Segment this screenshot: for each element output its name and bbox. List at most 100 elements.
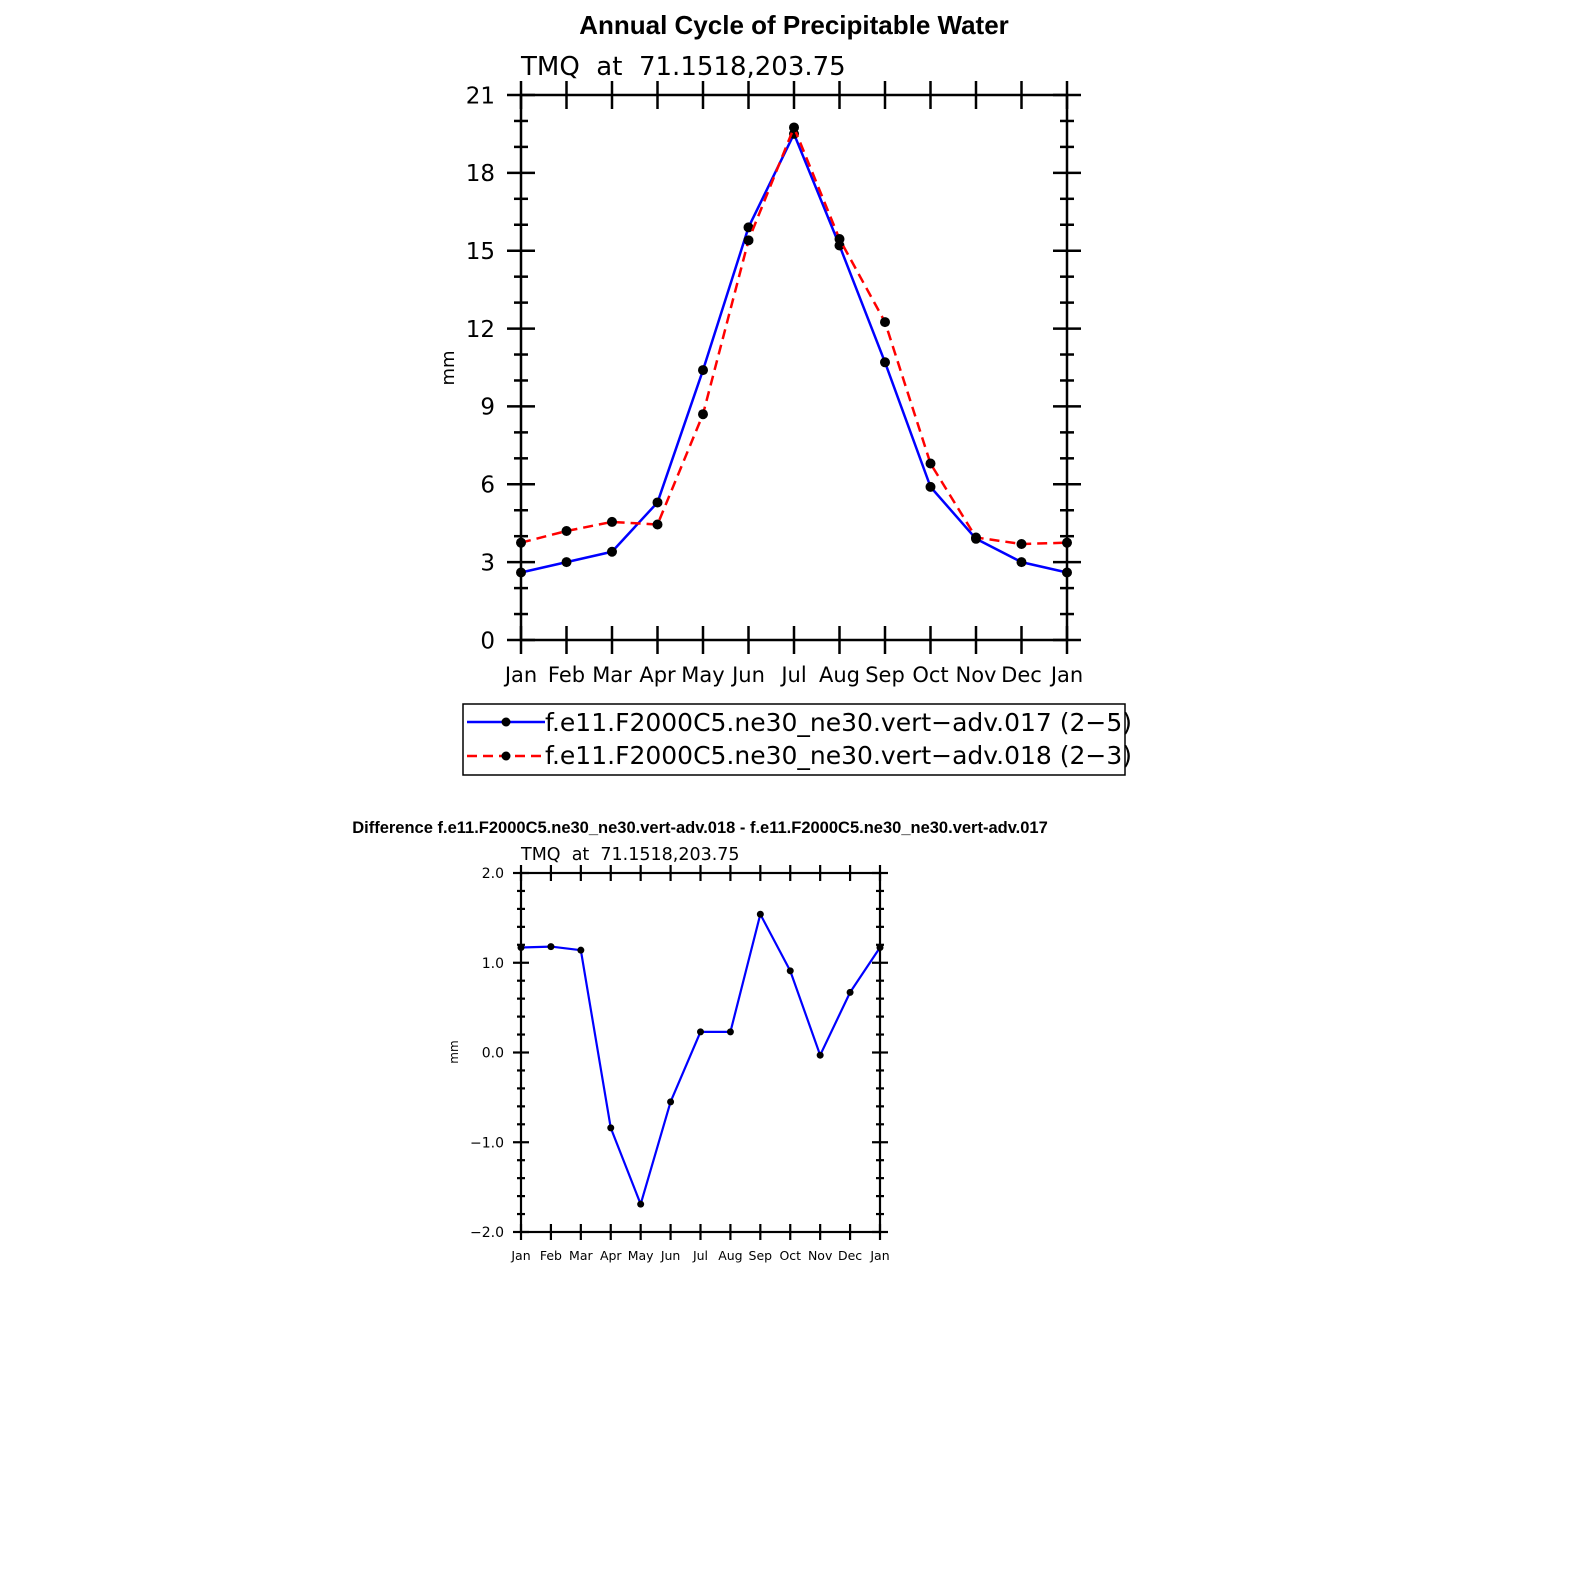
x-tick-label: Nov	[956, 663, 997, 687]
series-1-point	[547, 943, 555, 951]
x-tick-label: Sep	[749, 1248, 773, 1263]
series-1-point	[637, 1200, 645, 1208]
series-1-point	[607, 546, 617, 557]
x-tick-label: Jun	[730, 663, 765, 687]
difference-y-axis-label: mm	[447, 1040, 461, 1063]
series-1-point	[880, 357, 890, 368]
series-2-point	[1016, 538, 1027, 549]
series-2-point	[561, 526, 572, 536]
series-1-point	[1062, 567, 1072, 578]
series-1-line	[520, 132, 1068, 574]
series-2-point	[652, 519, 663, 530]
series-1-point	[756, 910, 764, 918]
x-tick-label: Oct	[779, 1248, 801, 1263]
difference-chart-subtitle: TMQ at 71.1518,203.75	[520, 845, 740, 865]
series-1-point	[925, 481, 936, 492]
x-tick-label: Jun	[660, 1248, 681, 1263]
series-2-point	[607, 516, 617, 527]
annual-cycle-chart: Annual Cycle of Precipitable Water TMQ a…	[438, 10, 1132, 776]
plot-border	[519, 93, 1069, 642]
series-1-line	[520, 913, 881, 1206]
legend-label-series-2: f.e11.F2000C5.ne30_ne30.vert−adv.018 (2−…	[545, 741, 1132, 770]
series-1-point	[743, 222, 754, 233]
x-tick-label: Dec	[1001, 663, 1042, 687]
series-1-point	[846, 988, 854, 996]
y-tick-labels: 0 3 6 9 12 15 18 21	[466, 83, 495, 654]
series-1-point	[607, 1124, 615, 1132]
series-1-point	[561, 557, 572, 568]
y-tick-label: −2.0	[470, 1225, 504, 1241]
x-tick-label: Jan	[503, 663, 537, 687]
y-tick-label: 21	[466, 83, 495, 109]
legend-marker-series-1	[501, 717, 511, 727]
series-2-point	[1062, 537, 1072, 548]
series-1-point	[698, 365, 708, 376]
series-2-line	[520, 126, 1068, 546]
series-1-point	[726, 1028, 734, 1036]
x-tick-label: Apr	[600, 1248, 622, 1263]
plot-border	[519, 871, 882, 1234]
series-1-point	[577, 946, 585, 954]
y-tick-label: 15	[466, 239, 495, 265]
series-2-point	[971, 532, 981, 543]
x-tick-labels: Jan Feb Mar Apr May Jun Jul Aug Sep Oct Nov Dec Jan	[503, 663, 1083, 687]
y-axis-label: mm	[438, 350, 459, 385]
plot-frame	[507, 81, 1081, 654]
series-1-point	[652, 497, 663, 508]
x-tick-label: Mar	[569, 1248, 593, 1263]
y-tick-label: 6	[480, 473, 495, 499]
x-tick-label: Dec	[838, 1248, 862, 1263]
difference-chart-title: Difference f.e11.F2000C5.ne30_ne30.vert-…	[352, 819, 1048, 837]
series-1-point	[786, 967, 794, 975]
legend-box	[462, 703, 1126, 776]
x-tick-label: May	[628, 1248, 654, 1263]
series-1-point	[816, 1051, 824, 1059]
difference-plot-frame	[513, 865, 888, 1240]
series-2-point	[789, 122, 799, 133]
x-tick-label: Feb	[548, 663, 585, 687]
x-tick-label: Mar	[592, 663, 632, 687]
difference-chart: Difference f.e11.F2000C5.ne30_ne30.vert-…	[352, 819, 1048, 1263]
x-tick-label: Jul	[692, 1248, 708, 1263]
legend-marker-series-2	[501, 751, 511, 761]
legend: f.e11.F2000C5.ne30_ne30.vert−adv.017 (2−…	[462, 703, 1132, 776]
series-1-point	[697, 1028, 704, 1036]
series-1-point	[876, 943, 884, 951]
series-1-point	[667, 1098, 675, 1106]
y-tick-label: −1.0	[470, 1135, 504, 1151]
y-tick-label: 1.0	[482, 956, 504, 972]
x-tick-label: Aug	[819, 663, 860, 687]
series-2-point	[698, 409, 708, 420]
series-2-point	[925, 458, 936, 469]
chart-title: Annual Cycle of Precipitable Water	[579, 10, 1009, 40]
y-tick-label: 18	[466, 161, 495, 187]
series-1-point	[517, 943, 525, 951]
x-tick-label: Feb	[540, 1248, 562, 1263]
y-tick-label: 0	[480, 628, 495, 654]
series-lines	[516, 122, 1072, 578]
series-2-point	[516, 537, 526, 548]
y-tick-label: 2.0	[482, 866, 504, 882]
series-2-point	[834, 234, 845, 245]
x-tick-label: Nov	[808, 1248, 833, 1263]
series-1-point	[516, 567, 526, 578]
difference-series-lines	[517, 910, 884, 1208]
x-tick-label: Jan	[869, 1248, 889, 1263]
x-tick-label: Jan	[510, 1248, 530, 1263]
x-tick-label: Oct	[912, 663, 948, 687]
y-tick-label: 3	[480, 550, 495, 576]
legend-label-series-1: f.e11.F2000C5.ne30_ne30.vert−adv.017 (2−…	[545, 708, 1132, 737]
y-tick-label: 0.0	[482, 1046, 504, 1062]
series-2-point	[743, 235, 754, 246]
x-tick-label: May	[681, 663, 724, 687]
x-tick-label: Jan	[1049, 663, 1083, 687]
series-1-point	[1016, 557, 1027, 568]
difference-y-tick-labels: −2.0 −1.0 0.0 1.0 2.0	[470, 866, 504, 1241]
x-tick-label: Apr	[639, 663, 676, 687]
y-tick-label: 9	[480, 395, 495, 421]
difference-x-tick-labels: Jan Feb Mar Apr May Jun Jul Aug Sep Oct Nov Dec Jan	[510, 1248, 889, 1263]
x-tick-label: Sep	[865, 663, 905, 687]
chart-subtitle: TMQ at 71.1518,203.75	[520, 52, 846, 82]
y-tick-label: 12	[466, 317, 495, 343]
x-tick-label: Aug	[718, 1248, 742, 1263]
